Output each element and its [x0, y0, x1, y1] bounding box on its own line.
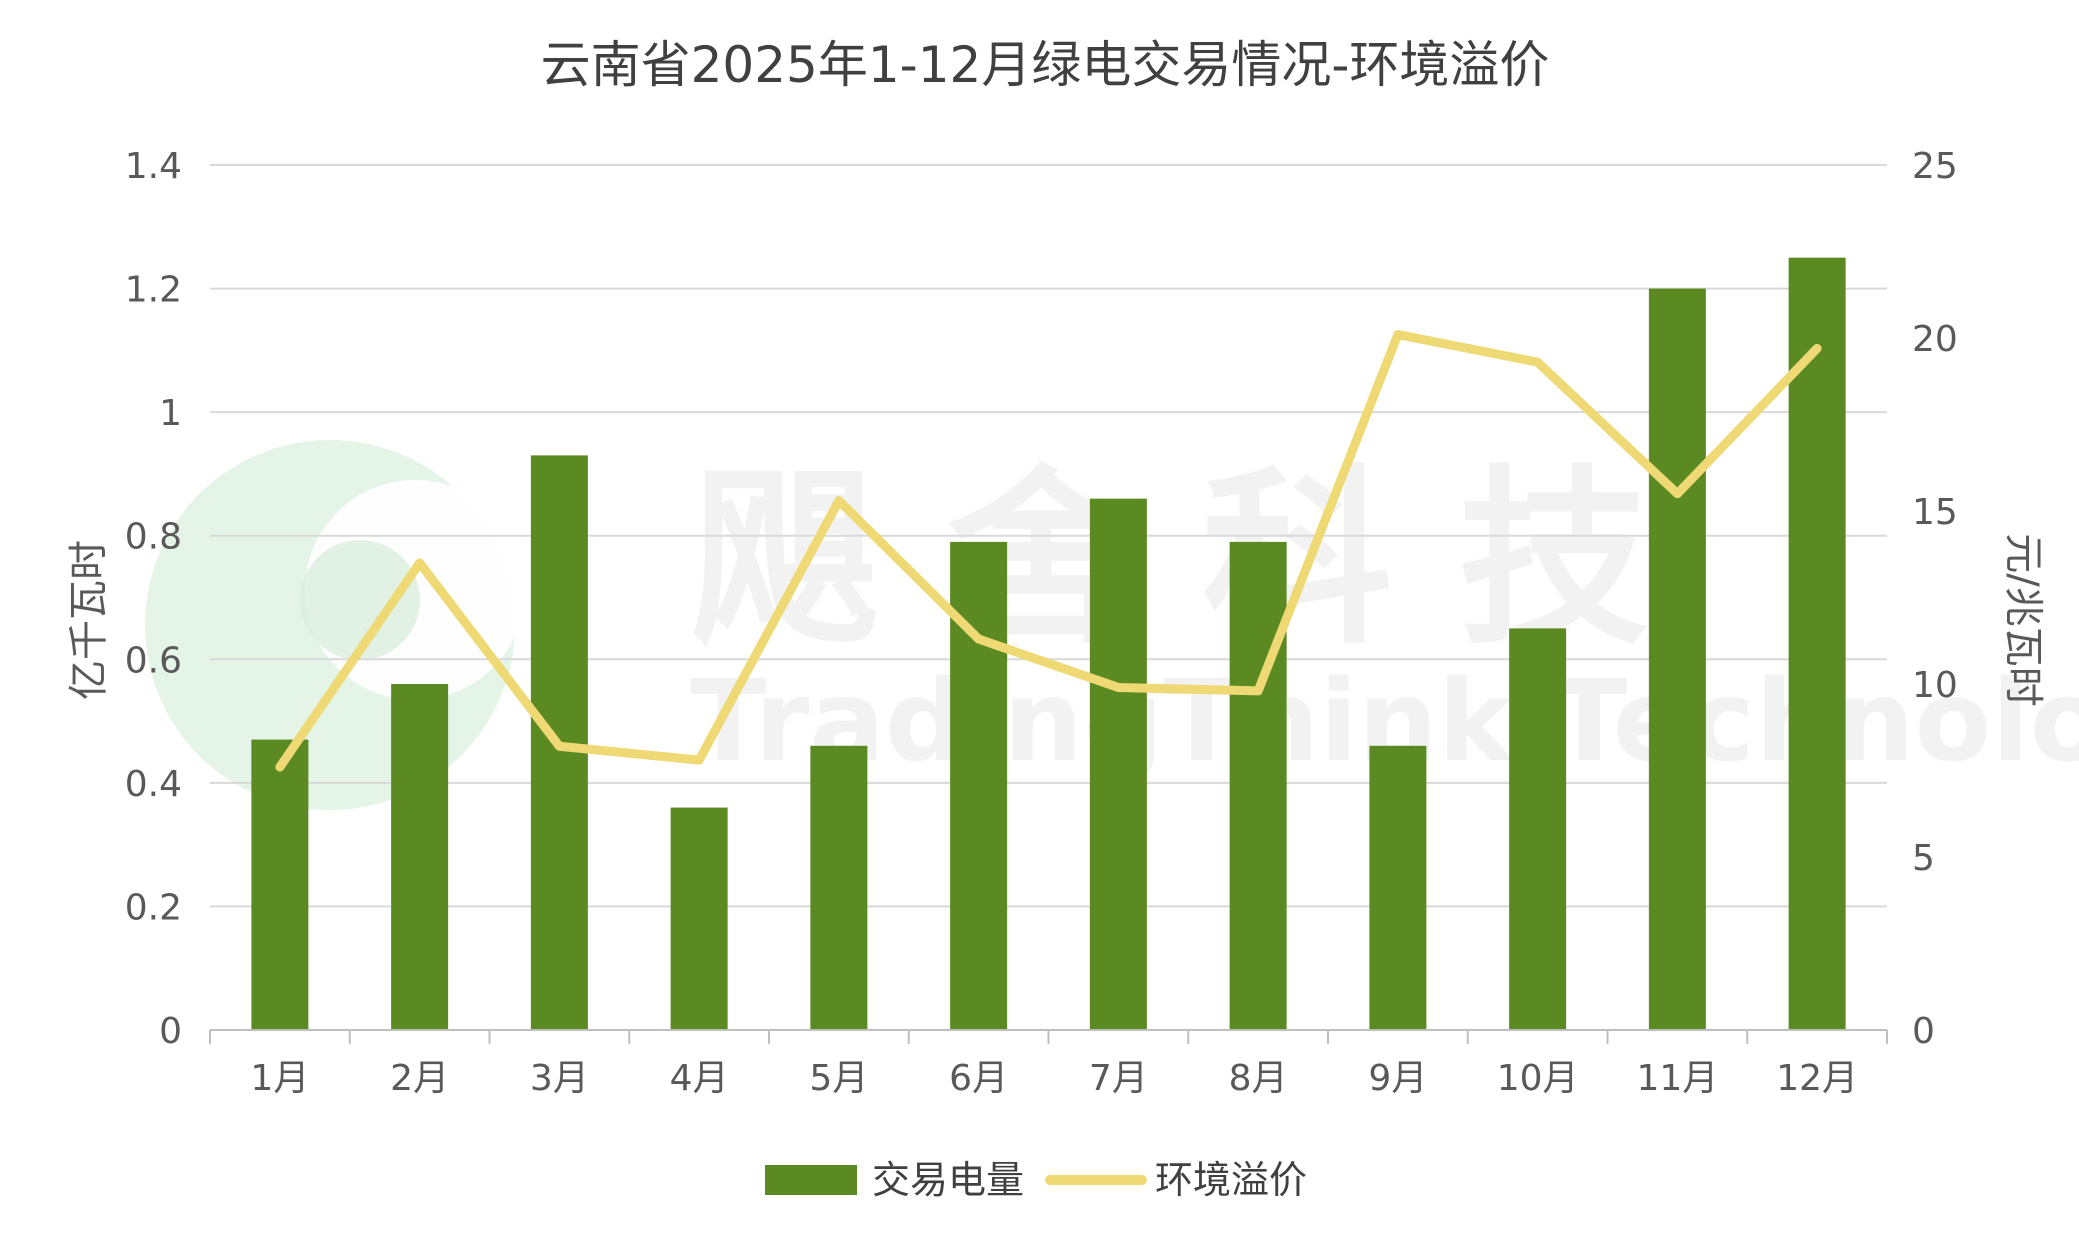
legend-label-line: 环境溢价	[1155, 1158, 1307, 1202]
bar-4月	[670, 807, 728, 1030]
x-tick-label: 3月	[530, 1058, 589, 1099]
y-axis-left-label: 亿千瓦时	[66, 540, 112, 700]
line-point-3月	[558, 745, 561, 748]
x-tick-label: 12月	[1776, 1058, 1858, 1099]
y-axis-right-label: 元/兆瓦时	[2000, 533, 2046, 706]
line-point-8月	[1257, 689, 1260, 692]
legend-swatch-bar	[765, 1165, 857, 1195]
x-tick-label: 9月	[1368, 1058, 1427, 1099]
axes: 0 0.2 0.4 0.6 0.8 1 1.2 1.4 0 5 10 15 20 25 1月 2月 3月 4月 5月…	[125, 146, 1958, 1099]
x-tick-label: 7月	[1089, 1058, 1148, 1099]
x-tick-label: 5月	[809, 1058, 868, 1099]
bar-5月	[810, 745, 868, 1030]
line-point-11月	[1676, 492, 1679, 495]
line-point-5月	[837, 499, 840, 502]
x-tick-label: 6月	[949, 1058, 1008, 1099]
line-point-9月	[1396, 333, 1399, 336]
legend: 交易电量 环境溢价	[765, 1158, 1307, 1202]
line-point-1月	[278, 766, 281, 769]
y-left-tick-label: 0.2	[125, 887, 182, 928]
x-tick-label: 4月	[670, 1058, 729, 1099]
y-left-tick-label: 0.4	[125, 764, 182, 805]
watermark-text-cn: 飓 舍 科 技	[690, 449, 1648, 670]
line-point-12月	[1816, 347, 1819, 350]
chart-title: 云南省2025年1-12月绿电交易情况-环境溢价	[541, 36, 1550, 94]
bar-8月	[1229, 541, 1287, 1030]
bar-12月	[1788, 257, 1846, 1030]
line-point-4月	[698, 759, 701, 762]
x-tick-label: 11月	[1636, 1058, 1718, 1099]
y-right-tick-label: 25	[1912, 146, 1958, 187]
x-tick-label: 8月	[1229, 1058, 1288, 1099]
line-point-10月	[1536, 361, 1539, 364]
x-tick-label: 10月	[1497, 1058, 1579, 1099]
gridlines	[210, 164, 1887, 908]
line-point-6月	[977, 638, 980, 641]
line-point-2月	[418, 561, 421, 564]
bar-11月	[1648, 288, 1706, 1031]
y-right-tick-label: 20	[1912, 319, 1958, 360]
y-left-tick-label: 1.4	[125, 146, 182, 187]
bar-10月	[1509, 628, 1567, 1030]
line-point-7月	[1117, 686, 1120, 689]
line-series	[275, 330, 1822, 772]
bar-2月	[391, 684, 449, 1030]
bar-series	[251, 257, 1846, 1031]
y-right-tick-label: 5	[1912, 838, 1935, 879]
bar-9月	[1369, 745, 1427, 1030]
x-tick-label: 2月	[390, 1058, 449, 1099]
y-left-tick-label: 0.8	[125, 517, 182, 558]
x-tick-label: 1月	[250, 1058, 309, 1099]
line-环境溢价	[275, 330, 1822, 772]
y-left-tick-label: 0	[159, 1011, 182, 1052]
y-right-tick-label: 0	[1912, 1011, 1935, 1052]
y-left-tick-label: 0.6	[125, 640, 182, 681]
bar-7月	[1089, 498, 1147, 1031]
y-right-tick-label: 10	[1912, 665, 1958, 706]
y-left-tick-label: 1.2	[125, 270, 182, 311]
legend-label-bar: 交易电量	[872, 1158, 1024, 1202]
y-left-tick-label: 1	[159, 393, 182, 434]
y-right-tick-label: 15	[1912, 492, 1958, 533]
bar-1月	[251, 739, 309, 1030]
